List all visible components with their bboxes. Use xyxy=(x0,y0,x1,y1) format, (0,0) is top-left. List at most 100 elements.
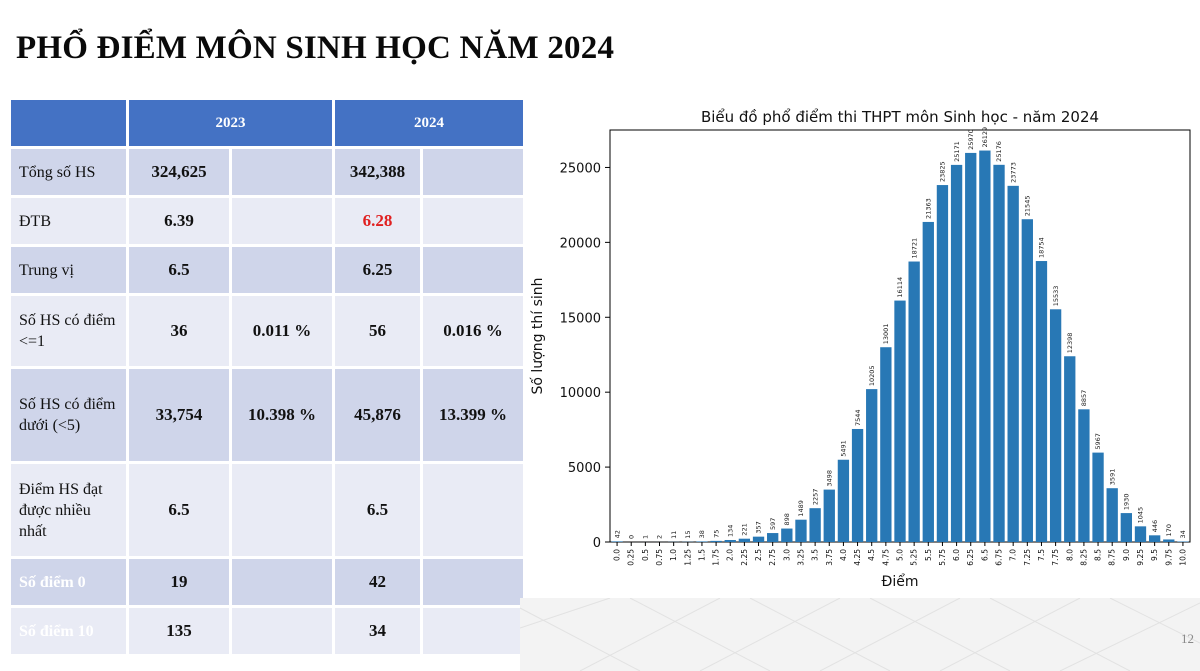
x-tick-label: 0.25 xyxy=(627,549,636,566)
value-2023: 36 xyxy=(129,296,229,366)
bar xyxy=(950,164,963,543)
bar-value-label: 1045 xyxy=(1137,507,1145,524)
bar-value-label: 898 xyxy=(783,513,791,525)
row-label: Điểm HS đạt được nhiều nhất xyxy=(11,464,126,556)
x-tick-label: 3.25 xyxy=(796,549,805,566)
bar-value-label: 12398 xyxy=(1066,333,1074,354)
bar-value-label: 38 xyxy=(698,530,706,538)
x-tick-label: 6.25 xyxy=(966,549,975,566)
bar xyxy=(1021,219,1033,542)
x-tick-label: 6.5 xyxy=(980,549,989,561)
table-row: Số điểm 10 135 34 xyxy=(11,608,523,654)
header-empty-cell xyxy=(11,100,126,146)
y-tick-label: 0 xyxy=(593,536,601,551)
x-tick-label: 9.75 xyxy=(1164,549,1173,566)
bar-value-label: 34 xyxy=(1179,530,1187,538)
table-row: Số điểm 0 19 42 xyxy=(11,559,523,605)
value-2023: 6.5 xyxy=(129,247,229,293)
bar-value-label: 3498 xyxy=(825,470,833,487)
floor-pattern-decoration xyxy=(520,598,1200,671)
value-2024: 42 xyxy=(335,559,420,605)
y-tick-label: 5000 xyxy=(568,461,601,476)
bar-value-label: 25176 xyxy=(995,141,1003,162)
x-tick-label: 2.75 xyxy=(768,549,777,566)
percent-2023 xyxy=(232,247,332,293)
bar xyxy=(752,536,765,542)
x-tick-label: 6.0 xyxy=(952,549,961,561)
score-distribution-chart: Biểu đồ phổ điểm thi THPT môn Sinh học -… xyxy=(525,97,1200,597)
value-2023: 6.39 xyxy=(129,198,229,244)
bar xyxy=(611,541,623,542)
value-2023: 135 xyxy=(129,608,229,654)
x-tick-label: 4.0 xyxy=(839,549,848,561)
x-tick-label: 8.75 xyxy=(1108,549,1117,566)
bar xyxy=(922,221,934,542)
row-label: Tổng số HS xyxy=(11,149,126,195)
bar xyxy=(1163,539,1175,542)
bar xyxy=(851,428,864,542)
x-tick-label: 7.0 xyxy=(1009,549,1018,561)
x-tick-label: 9.25 xyxy=(1136,549,1145,566)
header-2023: 2023 xyxy=(129,100,332,146)
value-2024: 342,388 xyxy=(335,149,420,195)
bar xyxy=(936,185,949,543)
header-2024: 2024 xyxy=(335,100,523,146)
bar-value-label: 2 xyxy=(656,535,664,539)
x-tick-label: 3.75 xyxy=(825,549,834,566)
bar xyxy=(1148,535,1161,542)
bar xyxy=(710,540,722,542)
bar-value-label: 16114 xyxy=(896,277,904,298)
bar xyxy=(823,489,835,542)
bar xyxy=(696,541,708,542)
x-tick-label: 4.25 xyxy=(853,549,862,566)
bar xyxy=(837,459,850,542)
table-row: Tổng số HS 324,625 342,388 xyxy=(11,149,523,195)
bar xyxy=(880,347,892,542)
x-tick-label: 9.5 xyxy=(1150,549,1159,561)
x-tick-label: 0.5 xyxy=(641,549,650,561)
percent-2023 xyxy=(232,464,332,556)
x-tick-label: 4.75 xyxy=(881,549,890,566)
x-tick-label: 5.75 xyxy=(938,549,947,566)
bar xyxy=(1106,488,1118,542)
x-tick-label: 3.0 xyxy=(782,549,791,561)
row-label: Trung vị xyxy=(11,247,126,293)
bar xyxy=(908,261,920,542)
bar-value-label: 597 xyxy=(769,518,777,530)
x-tick-label: 0.0 xyxy=(613,549,622,561)
percent-2023 xyxy=(232,608,332,654)
bar-value-label: 221 xyxy=(741,523,749,535)
bar-value-label: 15 xyxy=(684,530,692,538)
bar xyxy=(781,528,793,542)
bar xyxy=(795,519,807,542)
x-tick-label: 6.75 xyxy=(995,549,1004,566)
percent-2023: 0.011 % xyxy=(232,296,332,366)
bar xyxy=(894,300,906,542)
y-tick-label: 25000 xyxy=(560,161,601,176)
table-row: Điểm HS đạt được nhiều nhất 6.5 6.5 xyxy=(11,464,523,556)
x-tick-label: 5.25 xyxy=(910,549,919,566)
bar-value-label: 134 xyxy=(726,525,734,537)
percent-2023: 10.398 % xyxy=(232,369,332,461)
x-tick-label: 0.75 xyxy=(655,549,664,566)
row-label: Số điểm 10 xyxy=(11,608,126,654)
bar-value-label: 25970 xyxy=(967,129,975,150)
slide-title: PHỔ ĐIỂM MÔN SINH HỌC NĂM 2024 xyxy=(16,30,615,66)
value-2023: 33,754 xyxy=(129,369,229,461)
y-tick-label: 10000 xyxy=(560,386,601,401)
bar-value-label: 5491 xyxy=(840,440,848,457)
percent-2023 xyxy=(232,559,332,605)
x-tick-label: 7.5 xyxy=(1037,549,1046,561)
bar xyxy=(1078,409,1090,542)
x-tick-label: 1.25 xyxy=(683,549,692,566)
bar-value-label: 23773 xyxy=(1009,162,1017,183)
value-2023: 19 xyxy=(129,559,229,605)
x-tick-label: 1.0 xyxy=(669,549,678,561)
row-label: Số HS có điểm <=1 xyxy=(11,296,126,366)
bar-value-label: 75 xyxy=(712,530,720,538)
bar-value-label: 11 xyxy=(670,531,678,539)
x-tick-label: 7.75 xyxy=(1051,549,1060,566)
row-label: ĐTB xyxy=(11,198,126,244)
bar-value-label: 15533 xyxy=(1052,286,1060,307)
bar-value-label: 25171 xyxy=(953,141,961,162)
